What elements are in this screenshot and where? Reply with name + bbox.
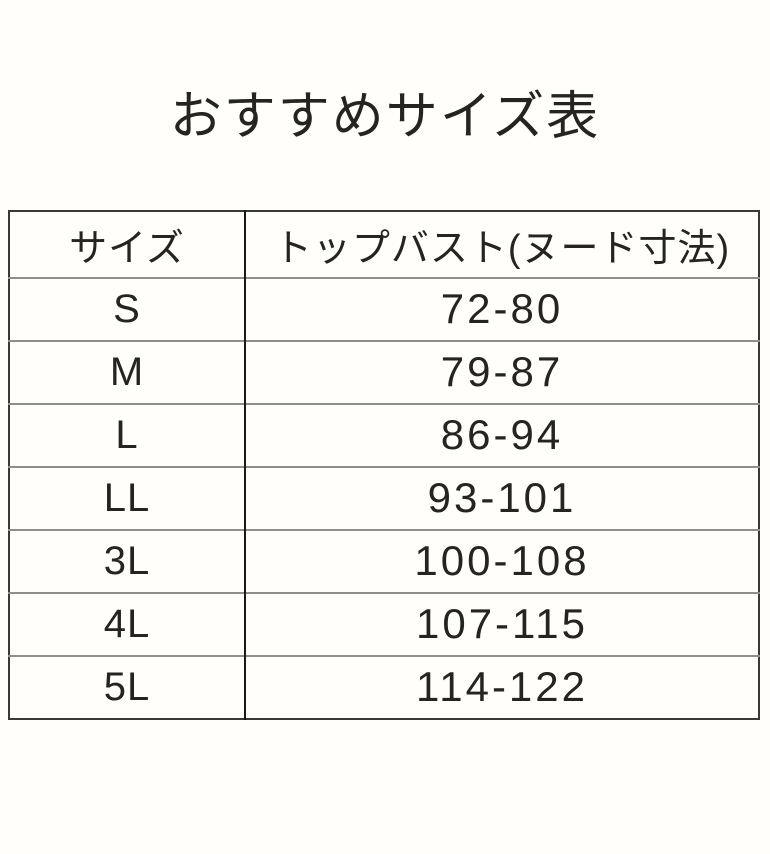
size-cell: 5L [9,655,246,719]
table-row-s: S 72-80 [9,277,759,341]
bust-cell: 93-101 [427,474,577,522]
bust-cell: 86-94 [440,411,564,459]
table-row-3l: 3L 100-108 [9,529,759,593]
bust-cell: 100-108 [414,537,590,585]
bust-cell: 107-115 [415,600,589,648]
table-row-l: L 86-94 [9,403,759,467]
size-cell: LL [9,466,246,530]
size-cell: L [9,403,246,467]
size-cell: S [9,277,246,341]
size-cell: 4L [9,592,246,656]
size-column-header: サイズ [9,210,246,278]
table-row-ll: LL 93-101 [9,466,759,530]
size-chart-page: おすすめサイズ表 サイズ トップバスト(ヌード寸法) S 72-80 M 79-… [0,84,770,720]
table-row-m: M 79-87 [9,340,759,404]
table-row-5l: 5L 114-122 [9,655,759,719]
bust-column-header: トップバスト(ヌード寸法) [273,227,731,270]
size-cell: 3L [9,529,246,593]
bust-cell: 114-122 [415,663,589,711]
table-header-row: サイズ トップバスト(ヌード寸法) [9,210,759,278]
size-table: サイズ トップバスト(ヌード寸法) S 72-80 M 79-87 L 86-9… [8,209,760,720]
table-row-4l: 4L 107-115 [9,592,759,656]
bust-cell: 72-80 [440,285,564,333]
page-title: おすすめサイズ表 [169,88,601,146]
bust-cell: 79-87 [440,348,564,396]
size-cell: M [9,340,246,404]
